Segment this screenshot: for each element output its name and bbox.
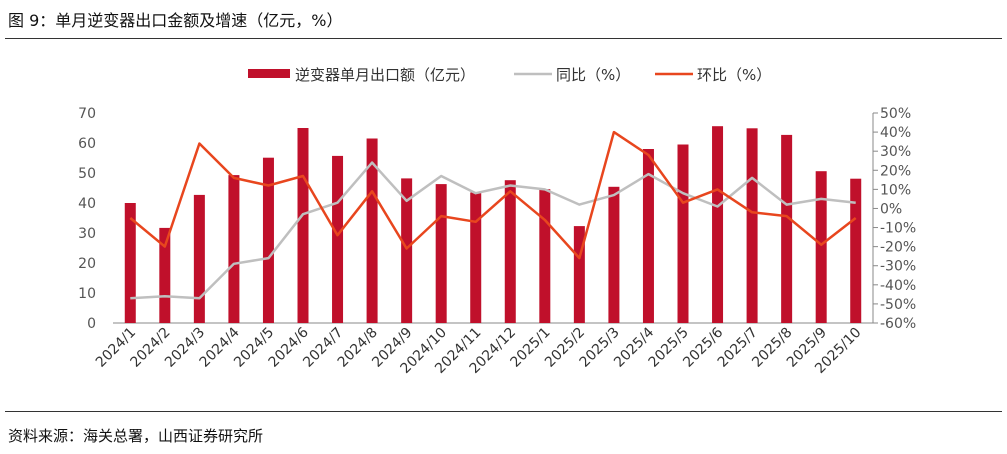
legend-mom-label: 环比（%） bbox=[697, 66, 771, 84]
legend: 逆变器单月出口额（亿元） 同比（%） 环比（%） bbox=[248, 66, 771, 84]
legend-bar-swatch bbox=[248, 69, 290, 78]
right-tick-label: 50% bbox=[880, 106, 911, 122]
left-tick-label: 60 bbox=[78, 136, 96, 152]
bar-export-value bbox=[712, 126, 724, 323]
bar-export-value bbox=[677, 144, 689, 323]
bar-export-value bbox=[401, 178, 413, 323]
bar-export-value bbox=[332, 155, 344, 323]
bar-export-value bbox=[159, 227, 171, 323]
bar-export-value bbox=[608, 186, 620, 323]
line-series bbox=[129, 130, 857, 300]
figure-title: 图 9：单月逆变器出口金额及增速（亿元，%） bbox=[8, 11, 343, 30]
right-tick-label: -10% bbox=[880, 221, 916, 237]
bar-export-value bbox=[573, 226, 585, 323]
bar-series bbox=[124, 126, 862, 323]
right-tick-label: 30% bbox=[880, 144, 911, 160]
bar-export-value bbox=[850, 178, 862, 323]
right-tick-label: -20% bbox=[880, 240, 916, 256]
bar-export-value bbox=[781, 134, 793, 323]
bar-export-value bbox=[504, 180, 516, 323]
right-tick-label: -30% bbox=[880, 259, 916, 275]
bar-export-value bbox=[297, 128, 309, 323]
left-tick-label: 10 bbox=[78, 286, 96, 302]
mom-line bbox=[129, 130, 857, 260]
right-tick-label: 0% bbox=[880, 201, 902, 217]
bar-export-value bbox=[262, 157, 274, 323]
left-tick-label: 20 bbox=[78, 256, 96, 272]
right-tick-label: -40% bbox=[880, 278, 916, 294]
bar-export-value bbox=[193, 194, 205, 323]
right-tick-label: -60% bbox=[880, 316, 916, 332]
source-note: 资料来源：海关总署，山西证券研究所 bbox=[8, 427, 264, 445]
bar-export-value bbox=[366, 138, 378, 323]
right-tick-label: -50% bbox=[880, 297, 916, 313]
bar-export-value bbox=[539, 189, 551, 323]
left-tick-label: 70 bbox=[78, 106, 96, 122]
bar-export-value bbox=[642, 149, 654, 323]
bar-export-value bbox=[470, 192, 482, 323]
top-divider bbox=[5, 38, 1002, 39]
yoy-line bbox=[130, 161, 856, 300]
bar-export-value bbox=[124, 203, 136, 323]
left-tick-label: 50 bbox=[78, 166, 96, 182]
bar-export-value bbox=[228, 175, 240, 323]
legend-bar-label: 逆变器单月出口额（亿元） bbox=[295, 66, 475, 84]
right-tick-label: 10% bbox=[880, 182, 911, 198]
right-tick-label: 40% bbox=[880, 125, 911, 141]
bar-export-value bbox=[746, 128, 758, 323]
bottom-divider bbox=[5, 411, 1002, 412]
left-tick-label: 30 bbox=[78, 226, 96, 242]
left-tick-label: 0 bbox=[87, 316, 96, 332]
left-tick-label: 40 bbox=[78, 196, 96, 212]
bar-export-value bbox=[435, 184, 447, 323]
legend-yoy-label: 同比（%） bbox=[556, 66, 630, 84]
right-tick-label: 20% bbox=[880, 163, 911, 179]
bar-export-value bbox=[815, 171, 827, 323]
